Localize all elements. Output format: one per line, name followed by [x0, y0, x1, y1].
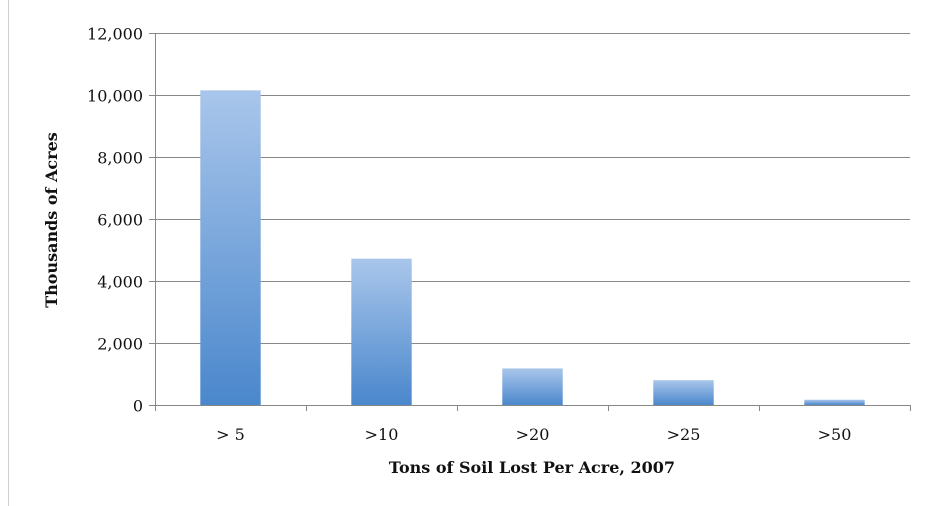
bar [653, 380, 713, 405]
x-tick-label: >10 [365, 425, 399, 444]
y-tick-label: 6,000 [97, 211, 143, 230]
gridlines [155, 34, 910, 344]
x-tick-label: >50 [818, 425, 852, 444]
x-tick-label: >25 [667, 425, 701, 444]
x-tick-label: > 5 [216, 425, 245, 444]
y-tick-label: 10,000 [87, 87, 143, 106]
x-tick-label: >20 [516, 425, 550, 444]
x-axis-title: Tons of Soil Lost Per Acre, 2007 [389, 458, 675, 477]
bar [200, 90, 260, 405]
bar [804, 400, 864, 405]
y-axis-title: Thousands of Acres [42, 132, 61, 308]
y-tick-label: 12,000 [87, 25, 143, 44]
axes [149, 33, 911, 411]
y-tick-label: 4,000 [97, 273, 143, 292]
bars [200, 90, 864, 405]
y-tick-label: 2,000 [97, 335, 143, 354]
bar [502, 368, 562, 405]
y-tick-label: 0 [133, 397, 143, 416]
y-tick-label: 8,000 [97, 149, 143, 168]
bar [351, 259, 411, 405]
